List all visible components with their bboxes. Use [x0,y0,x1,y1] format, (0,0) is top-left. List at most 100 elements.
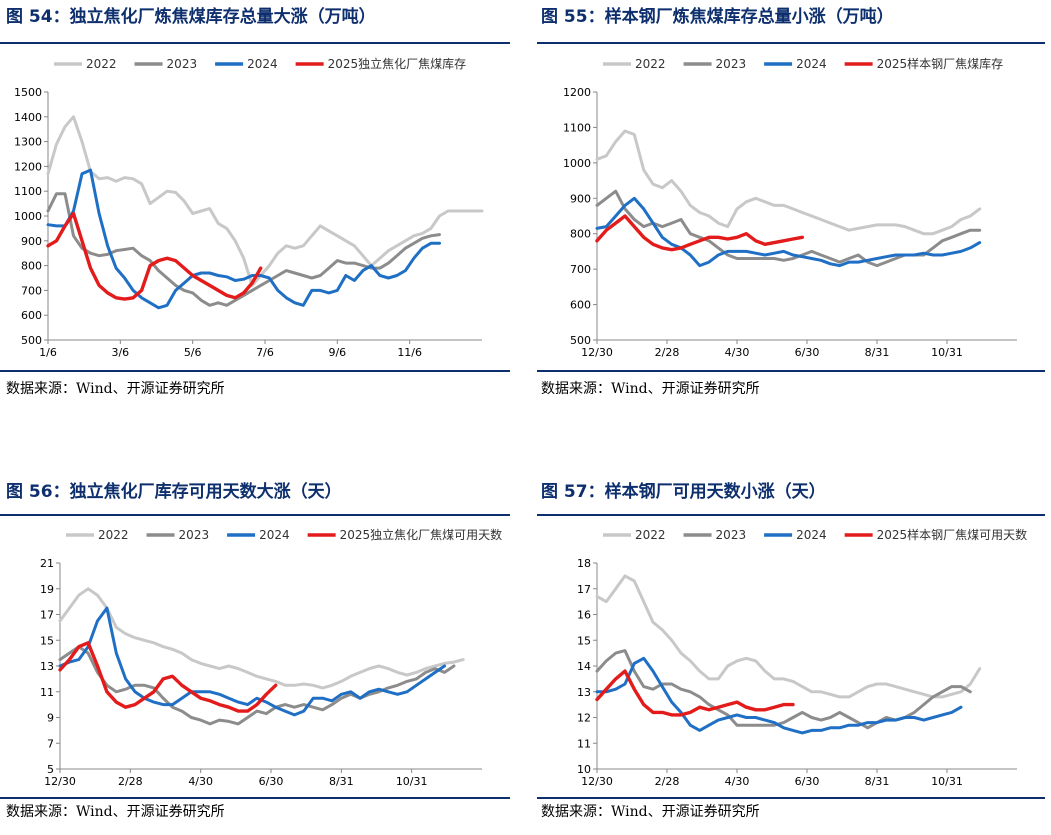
series-line [46,115,484,287]
y-tick-label: 1400 [14,111,42,124]
legend-item: 2024 [227,528,290,542]
series-line [595,129,982,236]
legend-item: 2022 [54,57,117,71]
legend-label: 2023 [716,528,747,542]
y-tick-label: 16 [577,609,591,622]
y-tick-label: 1200 [563,86,591,99]
x-tick-label: 8/31 [865,346,890,359]
chart-title: 图 55：样本钢厂炼焦煤库存总量小涨（万吨） [541,7,894,27]
source-note: 数据来源：Wind、开源证券研究所 [541,381,760,397]
chart-title: 图 56：独立焦化厂库存可用天数大涨（天） [6,482,342,502]
series-line [58,606,446,717]
legend-item: 2024 [764,57,827,71]
y-tick-label: 5 [47,763,54,776]
y-tick-label: 17 [577,583,591,596]
y-tick-label: 9 [47,712,54,725]
chart-plot-55: 500 600 700 800 900 1000 1100 1200 12/30 2/28 4/30… [537,46,1045,368]
y-tick-label: 500 [21,334,42,347]
chart-panel-54: 图 54：独立焦化厂炼焦煤库存总量大涨（万吨） 500 600 700 800 900 1… [0,0,513,400]
y-tick-label: 900 [21,235,42,248]
x-tick-label: 4/30 [725,775,750,788]
y-tick-label: 15 [40,634,54,647]
legend-label: 2025独立焦化厂焦煤库存 [328,56,467,71]
x-tick-label: 6/30 [795,775,820,788]
x-tick-label: 10/31 [396,775,428,788]
legend-item: 2024 [764,528,827,542]
x-tick-label: 4/30 [725,346,750,359]
y-tick-label: 1000 [563,157,591,170]
legend-label: 2023 [179,528,210,542]
legend-item: 2023 [683,57,746,71]
series-line [58,641,278,713]
x-tick-label: 11/6 [397,346,422,359]
y-tick-label: 18 [577,557,591,570]
series-line [595,574,982,699]
legend-label: 2024 [259,528,290,542]
x-tick-label: 4/30 [188,775,213,788]
source-note: 数据来源：Wind、开源证券研究所 [541,804,760,820]
series-line [595,649,972,730]
x-tick-label: 2/28 [655,346,680,359]
y-tick-label: 1000 [14,210,42,223]
series-line [58,587,465,690]
y-tick-label: 800 [21,260,42,273]
y-tick-label: 11 [40,686,54,699]
y-tick-label: 1100 [563,121,591,134]
legend-item: 2025独立焦化厂焦煤可用天数 [307,527,502,542]
legend-item: 2022 [66,528,129,542]
chart-plot-56: 5 7 9 11 13 15 17 19 21 12/30 2/28 4/30 6/30 8/31 10/3… [0,517,510,797]
y-tick-label: 600 [21,309,42,322]
y-tick-label: 700 [570,263,591,276]
series-line [46,168,441,310]
y-tick-label: 600 [570,299,591,312]
legend-label: 2025样本钢厂焦煤库存 [877,56,1004,71]
chart-panel-56: 图 56：独立焦化厂库存可用天数大涨（天） 5 7 9 11 13 15 17 19 21 12/… [0,475,513,835]
x-tick-label: 8/31 [865,775,890,788]
legend-item: 2023 [146,528,210,542]
legend-label: 2024 [796,528,827,542]
source-rule [0,370,510,372]
x-tick-label: 2/28 [118,775,143,788]
legend-item: 2022 [603,528,666,542]
chart-title: 图 57：样本钢厂可用天数小涨（天） [541,482,826,502]
legend-item: 2022 [603,57,666,71]
x-tick-label: 6/30 [259,775,284,788]
y-tick-label: 10 [577,763,591,776]
x-tick-label: 10/31 [931,775,963,788]
y-tick-label: 11 [577,737,591,750]
chart-panel-55: 图 55：样本钢厂炼焦煤库存总量小涨（万吨） 500 600 700 800 900 10… [537,0,1051,400]
legend-item: 2025样本钢厂焦煤库存 [844,56,1004,71]
x-tick-label: 1/6 [39,346,57,359]
title-rule [537,514,1045,516]
series-line [595,669,795,717]
x-tick-label: 7/6 [256,346,274,359]
x-tick-label: 6/30 [795,346,820,359]
y-tick-label: 900 [570,192,591,205]
y-tick-label: 19 [40,583,54,596]
y-tick-label: 13 [577,686,591,699]
title-rule [0,42,510,44]
chart-title: 图 54：独立焦化厂炼焦煤库存总量大涨（万吨） [6,7,376,27]
x-tick-label: 5/6 [184,346,202,359]
source-rule [537,370,1045,372]
x-tick-label: 3/6 [111,346,129,359]
series-line [58,645,456,726]
legend-label: 2022 [98,528,129,542]
y-tick-label: 21 [40,557,54,570]
x-tick-label: 12/30 [581,346,613,359]
y-tick-label: 12 [577,712,591,725]
series-line [46,192,441,307]
x-tick-label: 2/28 [655,775,680,788]
x-tick-label: 8/31 [329,775,354,788]
legend-item: 2023 [683,528,747,542]
series-line [46,211,263,301]
y-tick-label: 1200 [14,160,42,173]
chart-plot-57: 10 11 12 13 14 15 16 17 18 12/30 2/28 4/30 6/30 8/31 1… [537,517,1045,797]
legend-label: 2024 [247,57,278,71]
title-rule [0,514,510,516]
legend-label: 2022 [86,57,117,71]
title-rule [537,42,1045,44]
legend-item: 2024 [215,57,278,71]
y-tick-label: 700 [21,284,42,297]
legend-item: 2023 [134,57,197,71]
